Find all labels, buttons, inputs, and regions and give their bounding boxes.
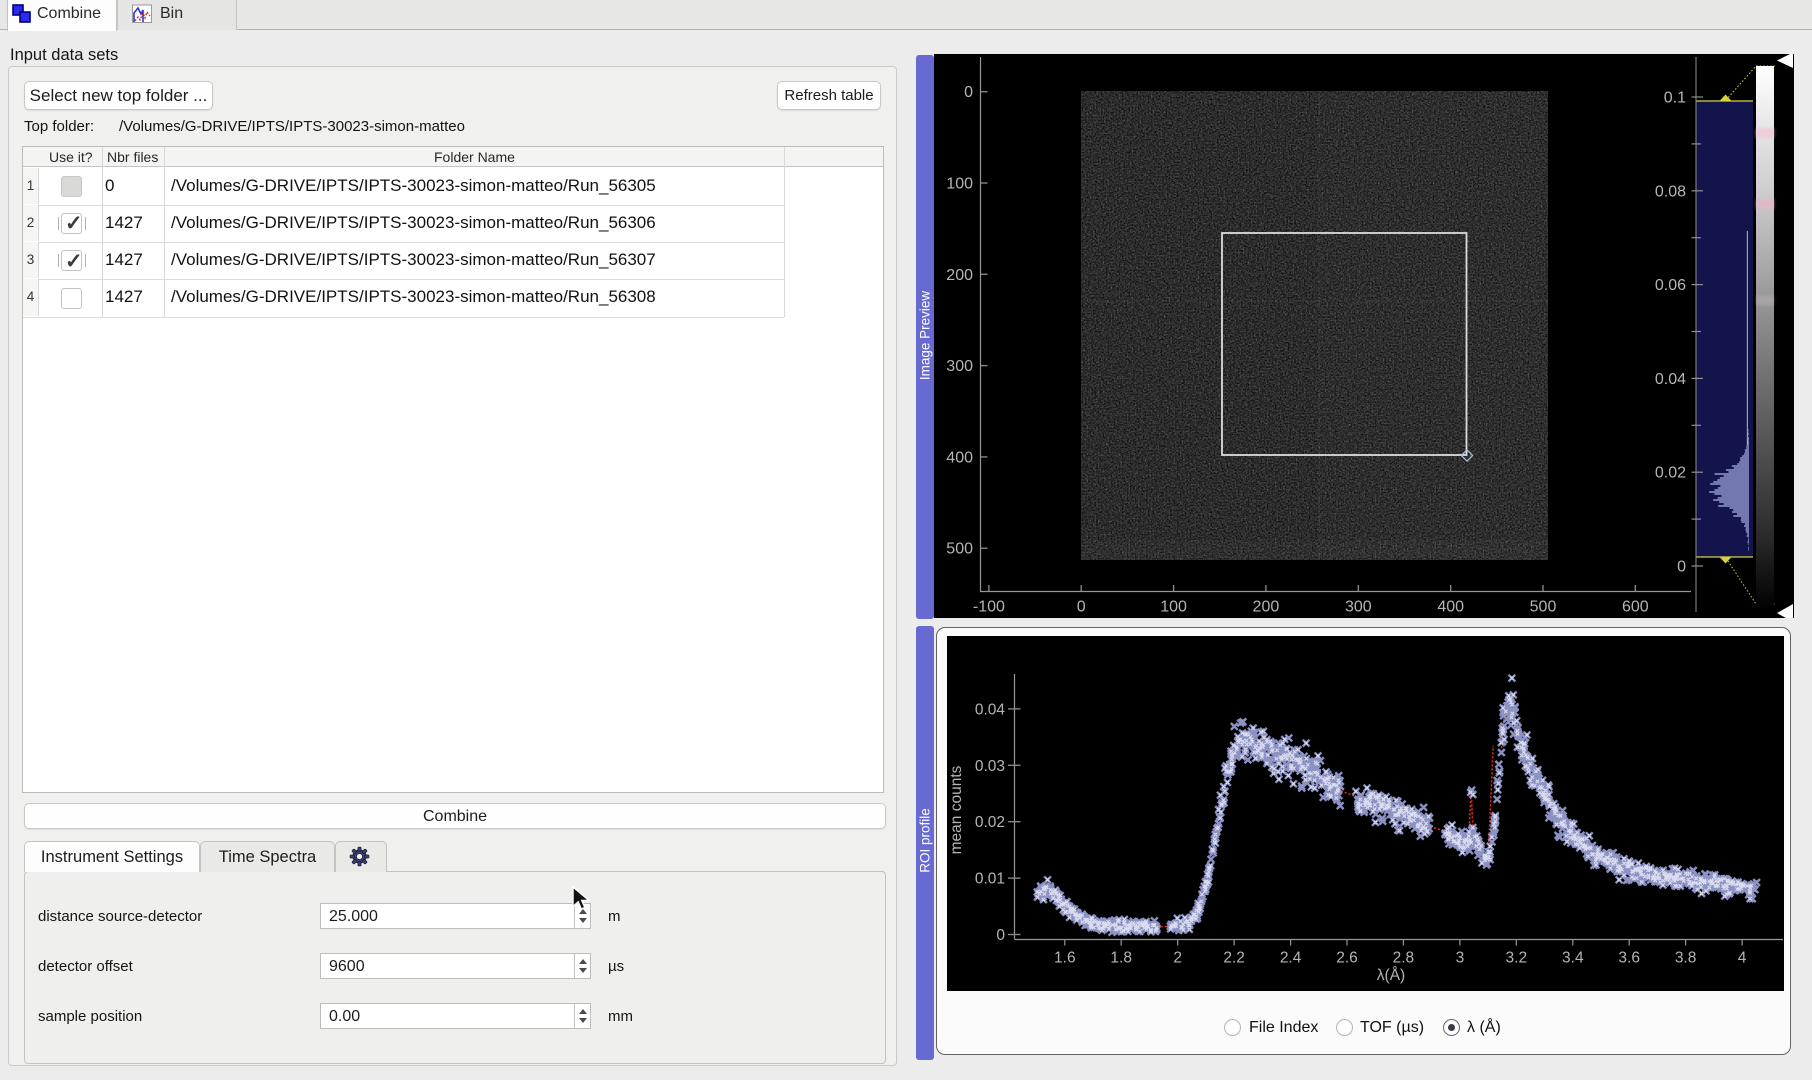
svg-text:300: 300 (1345, 599, 1372, 616)
svg-text:0: 0 (1677, 559, 1686, 576)
svg-text:0.02: 0.02 (1655, 465, 1686, 482)
svg-text:mean counts: mean counts (948, 765, 965, 854)
svg-text:2.8: 2.8 (1393, 950, 1415, 967)
svg-text:2.2: 2.2 (1223, 950, 1245, 967)
svg-text:500: 500 (946, 541, 973, 558)
svg-text:0.04: 0.04 (1655, 371, 1686, 388)
svg-text:400: 400 (946, 449, 973, 466)
svg-text:200: 200 (1253, 599, 1280, 616)
svg-text:600: 600 (1622, 599, 1649, 616)
svg-text:0.02: 0.02 (975, 814, 1005, 831)
svg-text:3.8: 3.8 (1675, 950, 1697, 967)
svg-text:0: 0 (964, 84, 973, 101)
svg-text:500: 500 (1530, 599, 1557, 616)
svg-text:2.4: 2.4 (1280, 950, 1302, 967)
svg-text:1.8: 1.8 (1110, 950, 1132, 967)
svg-text:100: 100 (946, 176, 973, 193)
svg-text:0.01: 0.01 (975, 871, 1005, 888)
svg-text:0.1: 0.1 (1664, 90, 1686, 107)
svg-text:4: 4 (1738, 950, 1747, 967)
svg-text:0.03: 0.03 (975, 758, 1005, 775)
svg-text:3.4: 3.4 (1562, 950, 1584, 967)
svg-text:0.06: 0.06 (1655, 277, 1686, 294)
svg-text:100: 100 (1160, 599, 1187, 616)
svg-text:0: 0 (996, 927, 1005, 944)
svg-text:300: 300 (946, 358, 973, 375)
svg-text:λ(Å): λ(Å) (1377, 967, 1405, 984)
svg-text:3.2: 3.2 (1506, 950, 1528, 967)
svg-text:1.6: 1.6 (1054, 950, 1076, 967)
svg-text:3.6: 3.6 (1618, 950, 1640, 967)
svg-text:0.04: 0.04 (975, 701, 1006, 718)
svg-text:-100: -100 (973, 599, 1005, 616)
svg-text:2: 2 (1173, 950, 1182, 967)
svg-text:0.08: 0.08 (1655, 183, 1686, 200)
svg-text:3: 3 (1456, 950, 1465, 967)
svg-text:200: 200 (946, 267, 973, 284)
svg-text:2.6: 2.6 (1336, 950, 1358, 967)
svg-text:0: 0 (1077, 599, 1086, 616)
svg-text:400: 400 (1437, 599, 1464, 616)
